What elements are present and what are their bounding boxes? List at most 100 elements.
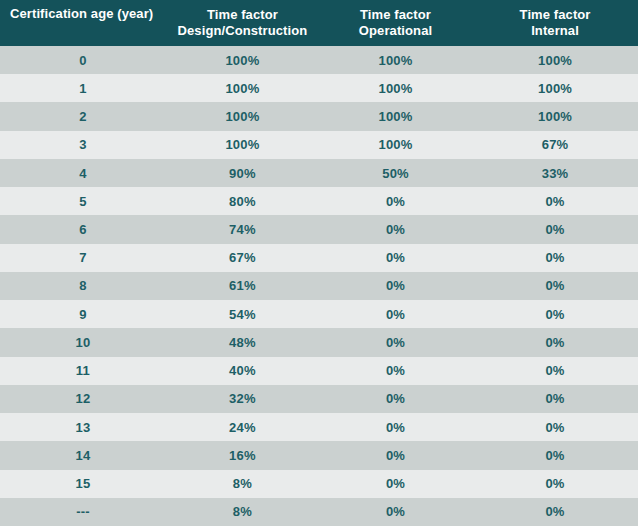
col-header-label-line1: Time factor <box>319 7 472 23</box>
cell-time-factor: 0% <box>472 187 638 215</box>
cell-time-factor: 0% <box>472 441 638 469</box>
cell-certification-age: 10 <box>0 328 166 356</box>
table-row: 580%0%0% <box>0 187 638 215</box>
col-header-operational: Time factor Operational <box>319 0 472 46</box>
cell-time-factor: 100% <box>472 102 638 130</box>
table-row: 3100%100%67% <box>0 131 638 159</box>
cell-time-factor: 0% <box>472 357 638 385</box>
cell-time-factor: 67% <box>472 131 638 159</box>
cell-certification-age: 3 <box>0 131 166 159</box>
cell-time-factor: 50% <box>319 159 472 187</box>
cell-time-factor: 90% <box>166 159 319 187</box>
cell-time-factor: 100% <box>319 46 472 74</box>
cell-time-factor: 0% <box>319 357 472 385</box>
cell-time-factor: 0% <box>319 244 472 272</box>
table-row: 861%0%0% <box>0 272 638 300</box>
cell-certification-age: 6 <box>0 215 166 243</box>
cell-time-factor: 0% <box>319 441 472 469</box>
cell-time-factor: 0% <box>319 413 472 441</box>
cell-time-factor: 0% <box>319 385 472 413</box>
col-header-internal: Time factor Internal <box>472 0 638 46</box>
table-row: 674%0%0% <box>0 215 638 243</box>
cell-time-factor: 40% <box>166 357 319 385</box>
cell-certification-age: 15 <box>0 470 166 498</box>
cell-certification-age: 0 <box>0 46 166 74</box>
time-factor-table: Certification age (year) Time factor Des… <box>0 0 638 526</box>
col-header-design-construction: Time factor Design/Construction <box>166 0 319 46</box>
cell-time-factor: 8% <box>166 470 319 498</box>
col-header-label-line1: Time factor <box>472 7 638 23</box>
cell-certification-age: 12 <box>0 385 166 413</box>
table-row: 1048%0%0% <box>0 328 638 356</box>
cell-time-factor: 0% <box>472 498 638 526</box>
table-row: 2100%100%100% <box>0 102 638 130</box>
cell-time-factor: 0% <box>472 470 638 498</box>
table-row: 1232%0%0% <box>0 385 638 413</box>
table-row: 158%0%0% <box>0 470 638 498</box>
cell-time-factor: 0% <box>472 215 638 243</box>
col-header-label: Certification age (year) <box>10 6 166 22</box>
cell-time-factor: 24% <box>166 413 319 441</box>
col-header-label-line2: Internal <box>472 23 638 39</box>
cell-time-factor: 100% <box>166 46 319 74</box>
col-header-label-line1: Time factor <box>166 7 319 23</box>
cell-time-factor: 0% <box>319 498 472 526</box>
table-row: 490%50%33% <box>0 159 638 187</box>
cell-certification-age: 4 <box>0 159 166 187</box>
table-row: 767%0%0% <box>0 244 638 272</box>
cell-certification-age: 2 <box>0 102 166 130</box>
cell-time-factor: 0% <box>319 470 472 498</box>
cell-time-factor: 48% <box>166 328 319 356</box>
table-row: 1100%100%100% <box>0 74 638 102</box>
table-row: 1324%0%0% <box>0 413 638 441</box>
cell-time-factor: 80% <box>166 187 319 215</box>
table-row: 0100%100%100% <box>0 46 638 74</box>
cell-time-factor: 100% <box>166 74 319 102</box>
cell-time-factor: 16% <box>166 441 319 469</box>
table-row: ---8%0%0% <box>0 498 638 526</box>
cell-time-factor: 54% <box>166 300 319 328</box>
cell-certification-age: 1 <box>0 74 166 102</box>
cell-certification-age: --- <box>0 498 166 526</box>
table-body: 0100%100%100%1100%100%100%2100%100%100%3… <box>0 46 638 526</box>
cell-time-factor: 100% <box>319 102 472 130</box>
cell-time-factor: 100% <box>319 74 472 102</box>
cell-time-factor: 0% <box>319 215 472 243</box>
cell-time-factor: 74% <box>166 215 319 243</box>
cell-time-factor: 0% <box>319 272 472 300</box>
cell-time-factor: 100% <box>166 102 319 130</box>
cell-time-factor: 0% <box>472 244 638 272</box>
cell-time-factor: 32% <box>166 385 319 413</box>
cell-certification-age: 11 <box>0 357 166 385</box>
cell-time-factor: 61% <box>166 272 319 300</box>
cell-time-factor: 0% <box>319 300 472 328</box>
table-row: 1140%0%0% <box>0 357 638 385</box>
cell-time-factor: 33% <box>472 159 638 187</box>
header-row: Certification age (year) Time factor Des… <box>0 0 638 46</box>
table-row: 1416%0%0% <box>0 441 638 469</box>
cell-time-factor: 100% <box>319 131 472 159</box>
cell-time-factor: 0% <box>319 328 472 356</box>
cell-certification-age: 8 <box>0 272 166 300</box>
cell-certification-age: 13 <box>0 413 166 441</box>
cell-time-factor: 67% <box>166 244 319 272</box>
cell-time-factor: 0% <box>472 385 638 413</box>
col-header-label-line2: Design/Construction <box>166 23 319 39</box>
cell-certification-age: 9 <box>0 300 166 328</box>
cell-certification-age: 14 <box>0 441 166 469</box>
cell-certification-age: 5 <box>0 187 166 215</box>
cell-time-factor: 100% <box>472 74 638 102</box>
table-row: 954%0%0% <box>0 300 638 328</box>
col-header-label-line2: Operational <box>319 23 472 39</box>
cell-time-factor: 0% <box>472 300 638 328</box>
time-factor-table-container: Certification age (year) Time factor Des… <box>0 0 638 526</box>
cell-time-factor: 0% <box>319 187 472 215</box>
cell-certification-age: 7 <box>0 244 166 272</box>
cell-time-factor: 0% <box>472 272 638 300</box>
col-header-certification-age: Certification age (year) <box>0 0 166 46</box>
cell-time-factor: 100% <box>472 46 638 74</box>
cell-time-factor: 0% <box>472 413 638 441</box>
cell-time-factor: 100% <box>166 131 319 159</box>
cell-time-factor: 8% <box>166 498 319 526</box>
cell-time-factor: 0% <box>472 328 638 356</box>
